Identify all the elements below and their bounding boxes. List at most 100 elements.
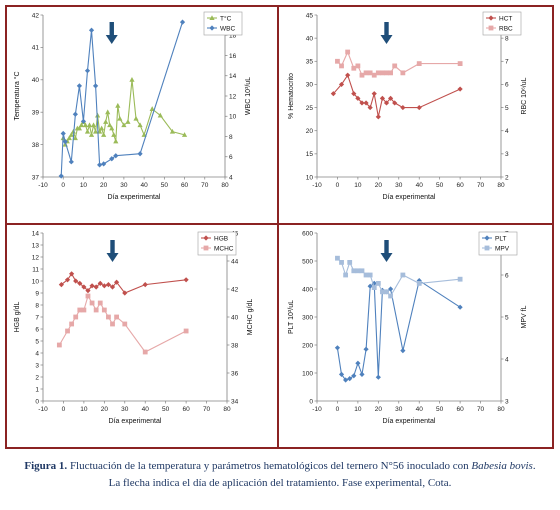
y-left-tick-label: 400 bbox=[302, 286, 313, 293]
legend-entry: HGB bbox=[214, 235, 228, 242]
data-point bbox=[86, 122, 93, 128]
y-left-tick-label: 41 bbox=[32, 45, 40, 52]
data-point bbox=[359, 100, 365, 106]
y-left-tick-label: 9 bbox=[35, 290, 39, 297]
x-tick-label: 10 bbox=[80, 406, 88, 413]
series-rbc bbox=[335, 49, 463, 78]
figure-caption: Figura 1. Fluctuación de la temperatura … bbox=[0, 458, 560, 492]
data-point bbox=[375, 374, 381, 380]
x-tick-label: 60 bbox=[182, 406, 190, 413]
data-point bbox=[371, 285, 377, 290]
data-point bbox=[157, 112, 163, 118]
data-point bbox=[81, 307, 87, 313]
data-point bbox=[363, 346, 369, 352]
data-point bbox=[65, 328, 70, 334]
y-right-tick-label: 4 bbox=[505, 128, 509, 135]
data-point bbox=[85, 293, 91, 299]
caption-species: Babesia bovis bbox=[471, 460, 533, 472]
y-left-tick-label: 20 bbox=[306, 128, 314, 135]
x-tick-label: 30 bbox=[395, 406, 403, 413]
data-point bbox=[72, 135, 78, 141]
treatment-arrow bbox=[380, 240, 393, 262]
data-point bbox=[400, 70, 406, 76]
data-point bbox=[359, 371, 365, 377]
y-left-tick-label: 40 bbox=[32, 77, 40, 84]
legend-entry: WBC bbox=[220, 25, 235, 32]
data-point bbox=[93, 307, 99, 313]
data-point bbox=[339, 260, 344, 265]
x-tick-label: 0 bbox=[62, 406, 66, 413]
chart-hgb-mchc: -10 0 10 20 30 40 50 60 70 8001234567891011121314… bbox=[14, 230, 254, 425]
data-point bbox=[457, 276, 463, 282]
data-point bbox=[114, 314, 119, 320]
data-point bbox=[183, 328, 189, 334]
x-tick-label: 20 bbox=[375, 182, 383, 189]
data-point bbox=[375, 114, 381, 120]
y-right-tick-label: 8 bbox=[505, 35, 509, 42]
y-left-tick-label: 42 bbox=[32, 12, 40, 19]
legend: PLT MPV bbox=[478, 231, 518, 256]
y-right-tick-label: 34 bbox=[231, 398, 239, 405]
y-right-tick-label: 12 bbox=[229, 93, 237, 100]
data-point bbox=[84, 128, 91, 134]
data-point bbox=[113, 138, 119, 144]
caption-label: Figura 1. bbox=[24, 460, 68, 472]
data-point bbox=[101, 161, 107, 167]
y-left-tick-label: 30 bbox=[306, 82, 314, 89]
data-point bbox=[179, 19, 186, 25]
x-tick-label: 20 bbox=[100, 182, 108, 189]
y-left-tick-label: 25 bbox=[306, 105, 314, 112]
x-tick-label: 50 bbox=[161, 182, 169, 189]
data-point bbox=[105, 109, 111, 115]
data-point bbox=[107, 122, 113, 128]
data-point bbox=[334, 345, 341, 351]
x-tick-label: 20 bbox=[101, 406, 109, 413]
y-left-tick-label: 35 bbox=[306, 59, 314, 66]
y-right-tick-label: 4 bbox=[229, 174, 233, 181]
y-right-tick-label: 18 bbox=[229, 33, 237, 40]
data-point bbox=[101, 307, 107, 313]
data-point bbox=[380, 70, 385, 76]
data-point bbox=[351, 65, 357, 71]
series-mchc bbox=[56, 293, 189, 355]
legend-marker bbox=[488, 15, 494, 21]
data-point bbox=[105, 282, 112, 288]
data-point bbox=[137, 151, 143, 157]
x-tick-label: 40 bbox=[142, 406, 150, 413]
data-point bbox=[363, 70, 369, 76]
y-right-tick-label: 40 bbox=[231, 314, 239, 321]
y-right-axis-label: RBC 10⁶/uL bbox=[521, 77, 528, 114]
series-line bbox=[337, 257, 461, 297]
x-tick-label: 80 bbox=[497, 406, 505, 413]
data-point bbox=[400, 104, 406, 111]
data-point bbox=[400, 348, 406, 354]
caption-line-1: Figura 1. Fluctuación de la temperatura … bbox=[24, 460, 536, 472]
data-point bbox=[78, 122, 85, 128]
data-point bbox=[111, 132, 117, 137]
y-right-tick-label: 8 bbox=[229, 134, 233, 141]
data-point bbox=[60, 130, 66, 137]
caption-text-1: Fluctuación de la temperatura y parámetr… bbox=[69, 460, 469, 472]
x-tick-label: 10 bbox=[80, 182, 88, 189]
y-left-tick-label: 0 bbox=[35, 398, 39, 405]
data-point bbox=[335, 58, 340, 64]
treatment-arrow bbox=[106, 240, 119, 262]
arrow-head bbox=[106, 253, 119, 262]
series-hct bbox=[330, 72, 463, 120]
x-tick-label: -10 bbox=[38, 406, 48, 413]
data-point bbox=[335, 255, 340, 261]
data-point bbox=[351, 268, 357, 274]
data-point bbox=[339, 63, 344, 69]
legend-entry: RBC bbox=[499, 25, 513, 32]
series-plt bbox=[334, 278, 463, 383]
panel-divider-vertical bbox=[277, 5, 279, 449]
legend-marker bbox=[209, 25, 215, 31]
data-point bbox=[457, 61, 463, 66]
data-point bbox=[383, 100, 390, 106]
data-point bbox=[125, 119, 131, 124]
x-tick-label: 40 bbox=[140, 182, 148, 189]
y-left-tick-label: 11 bbox=[32, 266, 39, 273]
arrow-head bbox=[380, 253, 393, 262]
caption-text-2: La flecha indica el día de aplicación de… bbox=[108, 477, 452, 489]
legend: T°C WBC bbox=[203, 11, 243, 36]
